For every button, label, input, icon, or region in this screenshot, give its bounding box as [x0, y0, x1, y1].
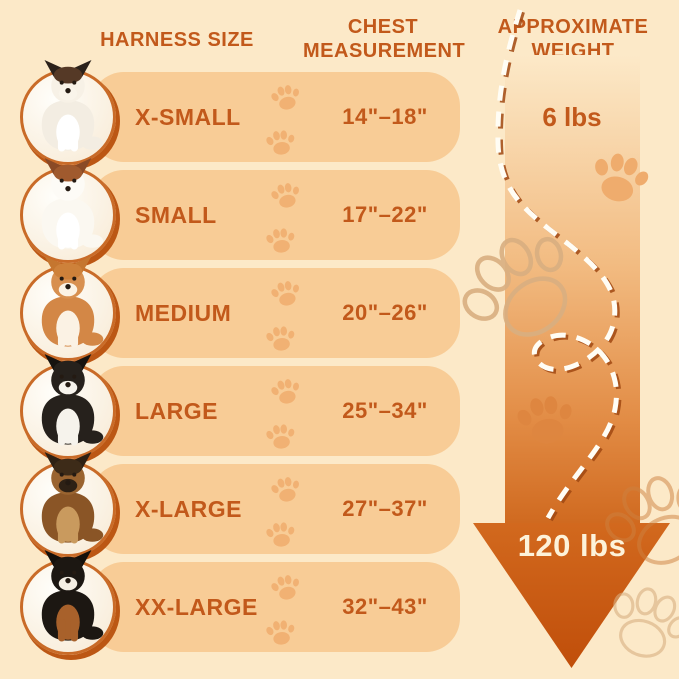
dog-photo-border-collie: [20, 363, 116, 459]
dog-photo-papillon: [20, 69, 116, 165]
weight-max-label: 120 lbs: [517, 528, 627, 563]
chest-measurement-value: 14"–18": [342, 104, 428, 129]
paw-icon: [263, 226, 298, 255]
paw-icon: [263, 422, 298, 451]
weight-arrow: [473, 55, 670, 668]
paw-icon: [263, 324, 298, 353]
paw-icon: [268, 277, 304, 309]
chest-measurement-value: 17"–22": [342, 202, 428, 227]
paw-icon: [263, 128, 298, 157]
dog-photo-jack-russell-terrier: [20, 167, 116, 263]
paw-icon: [263, 520, 298, 549]
size-label: MEDIUM: [135, 299, 232, 326]
dog-photo-german-shepherd: [20, 461, 116, 557]
dog-icon: [26, 452, 110, 546]
size-label: SMALL: [135, 201, 217, 228]
harness-size-header: HARNESS SIZE: [100, 29, 254, 51]
dog-icon: [26, 158, 110, 252]
paw-icon: [268, 81, 304, 113]
dog-photo-corgi: [20, 265, 116, 361]
size-label: XX-LARGE: [135, 593, 258, 620]
chest-header-line1: CHEST: [347, 16, 419, 38]
table-row: LARGE 25"–34": [90, 366, 460, 456]
chest-measurement-header: CHEST MEASUREMENT: [303, 15, 466, 63]
chest-measurement-value: 27"–37": [342, 496, 428, 521]
dashed-weight-path: [495, 9, 622, 522]
table-row: X-SMALL 14"–18": [90, 72, 460, 162]
size-label: X-SMALL: [135, 103, 241, 130]
dog-icon: [26, 354, 110, 448]
weight-header-line1: APPROXIMATE: [497, 16, 649, 38]
chest-measurement-value: 25"–34": [342, 398, 428, 423]
table-row: X-LARGE 27"–37": [90, 464, 460, 554]
size-label: X-LARGE: [135, 495, 242, 522]
chest-measurement-value: 20"–26": [342, 300, 428, 325]
size-label: LARGE: [135, 397, 218, 424]
table-row: MEDIUM 20"–26": [90, 268, 460, 358]
table-row: XX-LARGE 32"–43": [90, 562, 460, 652]
dog-photo-bernese-mountain-dog: [20, 559, 116, 655]
table-row: SMALL 17"–22": [90, 170, 460, 260]
paw-icon: [268, 375, 304, 407]
weight-min-label: 6 lbs: [542, 102, 602, 132]
paw-icon: [268, 473, 304, 505]
paw-icon: [268, 179, 304, 211]
chest-measurement-value: 32"–43": [342, 594, 428, 619]
dog-icon: [26, 60, 110, 154]
dog-icon: [26, 256, 110, 350]
dog-icon: [26, 550, 110, 644]
paw-icon: [263, 618, 298, 647]
chest-header-line2: MEASUREMENT: [303, 40, 466, 62]
paw-icon: [268, 571, 304, 603]
